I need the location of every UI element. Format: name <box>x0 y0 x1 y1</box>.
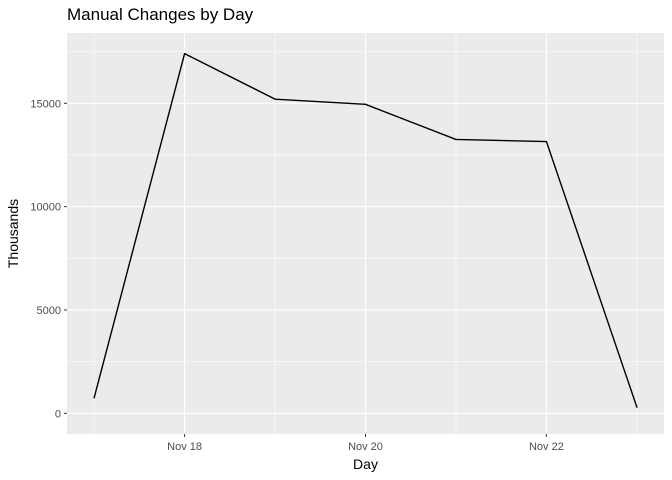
chart-title: Manual Changes by Day <box>67 5 254 24</box>
data-point <box>93 397 95 399</box>
y-axis-title: Thousands <box>5 199 21 268</box>
major-gridlines <box>67 33 664 434</box>
x-tick-label: Nov 20 <box>348 441 383 453</box>
x-axis: Nov 18 Nov 20 Nov 22 <box>167 434 564 453</box>
data-point <box>455 138 457 141</box>
data-point <box>364 103 367 106</box>
x-axis-title: Day <box>353 456 378 472</box>
y-tick-label: 5000 <box>37 305 61 317</box>
series-layer <box>93 52 638 408</box>
y-tick-label: 10000 <box>30 202 61 214</box>
data-point <box>274 98 276 100</box>
x-tick-label: Nov 22 <box>529 441 564 453</box>
data-point <box>183 52 186 55</box>
x-tick-label: Nov 18 <box>167 441 202 453</box>
y-tick-label: 15000 <box>30 98 61 110</box>
data-point <box>545 140 548 143</box>
y-tick-label: 0 <box>55 408 61 420</box>
y-axis: 0 5000 10000 15000 <box>30 98 67 420</box>
data-point <box>636 406 638 408</box>
